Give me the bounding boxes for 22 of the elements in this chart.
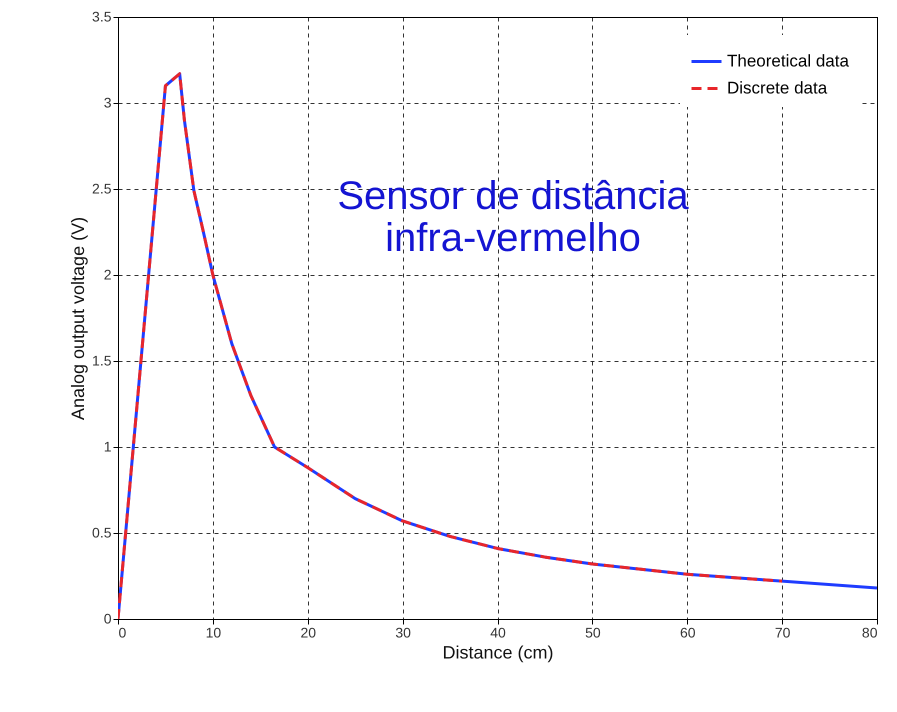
y-tick-label: 2 [104, 266, 112, 282]
x-tick-label: 70 [774, 624, 791, 640]
y-tick-label: 2.5 [92, 180, 112, 196]
x-tick-label: 0 [118, 624, 126, 640]
x-axis-title: Distance (cm) [442, 642, 554, 662]
x-tick-label: 40 [490, 624, 506, 640]
annotation: Sensor de distância infra-vermelho [337, 174, 690, 260]
y-tick-label: 0 [104, 610, 112, 626]
x-tick-label: 10 [206, 624, 222, 640]
x-tick-label: 80 [862, 624, 878, 640]
x-tick-label: 60 [680, 624, 696, 640]
y-tick-label: 1 [104, 438, 112, 454]
y-tick-label: 3.5 [92, 8, 112, 24]
y-axis-title: Analog output voltage (V) [68, 216, 88, 420]
y-tick-label: 0.5 [92, 524, 112, 540]
x-tick-label: 30 [395, 624, 412, 640]
legend-label: Discrete data [727, 78, 828, 98]
y-tick-label: 1.5 [92, 352, 112, 368]
y-tick-label: 3 [104, 94, 112, 110]
x-tick-label: 50 [585, 624, 601, 640]
legend-label: Theoretical data [727, 52, 850, 70]
x-tick-label: 20 [300, 624, 316, 640]
